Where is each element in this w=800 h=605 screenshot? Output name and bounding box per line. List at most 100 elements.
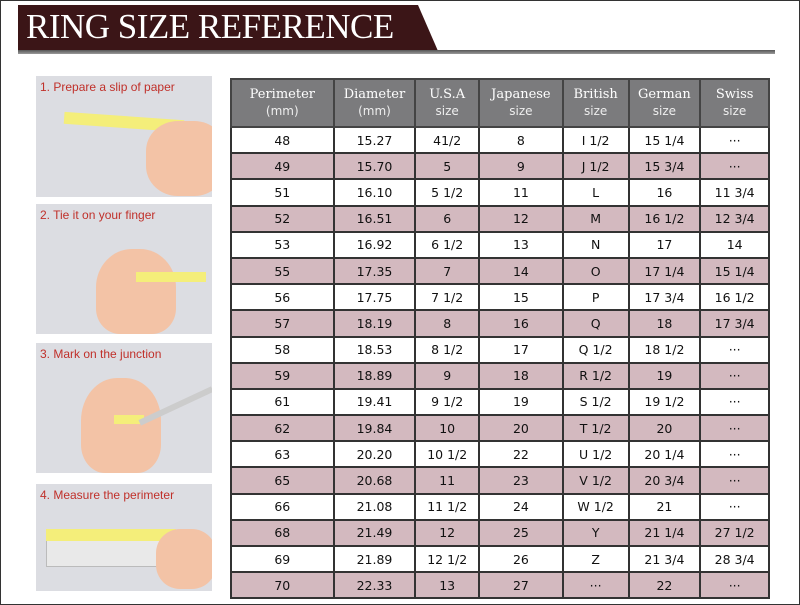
- table-cell: 21: [627, 492, 702, 521]
- column-header: Perimeter (mm): [230, 78, 335, 128]
- header-row: Perimeter (mm) Diameter (mm) U.S.A size Japane…: [230, 78, 770, 128]
- table-row: 69 21.89 12 1/2 26 Z 21 3/4 28 3/4: [230, 544, 770, 574]
- column-header: Japanese size: [478, 78, 564, 128]
- table-cell: 5: [414, 152, 481, 181]
- table-cell: 9: [478, 152, 564, 181]
- table-cell: 18.89: [332, 361, 417, 390]
- table-cell: 16.10: [332, 178, 417, 207]
- table-cell: ···: [699, 414, 770, 443]
- table-cell: 5 1/2: [414, 178, 481, 207]
- table-cell: 18: [478, 361, 564, 390]
- table-cell: U 1/2: [561, 440, 630, 469]
- header-unit: size: [723, 104, 747, 118]
- table-cell: 11: [414, 466, 481, 495]
- table-cell: 22: [627, 571, 702, 600]
- table-cell: ···: [699, 152, 770, 181]
- paper-strip: [114, 415, 144, 424]
- header-unit: size: [509, 104, 533, 118]
- table-cell: 18.53: [332, 335, 417, 364]
- table-cell: 17: [627, 230, 702, 259]
- table-cell: 41/2: [414, 125, 481, 155]
- table-cell: 63: [230, 440, 335, 469]
- table-cell: 68: [230, 518, 335, 548]
- header-title: Perimeter: [249, 87, 315, 102]
- table-cell: T 1/2: [561, 414, 630, 443]
- table-cell: ···: [699, 440, 770, 469]
- hand-image: [146, 121, 212, 196]
- table-row: 51 16.10 5 1/2 11 L 16 11 3/4: [230, 178, 770, 207]
- table-cell: 17 3/4: [627, 283, 702, 312]
- table-cell: 21.49: [332, 518, 417, 548]
- table-cell: 18.19: [332, 309, 417, 338]
- table-row: 66 21.08 11 1/2 24 W 1/2 21 ···: [230, 492, 770, 521]
- table-cell: 11 1/2: [414, 492, 481, 521]
- table-cell: 26: [478, 544, 564, 574]
- table-cell: 18: [627, 309, 702, 338]
- header-title: Diameter: [343, 87, 406, 102]
- table-cell: 57: [230, 309, 335, 338]
- table-cell: 12 3/4: [699, 204, 770, 233]
- table-cell: 18 1/2: [627, 335, 702, 364]
- table-row: 52 16.51 6 12 M 16 1/2 12 3/4: [230, 204, 770, 233]
- column-header: Swiss size: [699, 78, 770, 128]
- table-cell: 25: [478, 518, 564, 548]
- table-cell: 16 1/2: [699, 283, 770, 312]
- table-cell: 15.27: [332, 125, 417, 155]
- table-cell: 56: [230, 283, 335, 312]
- table-row: 49 15.70 5 9 J 1/2 15 3/4 ···: [230, 152, 770, 181]
- header-title: British: [573, 87, 618, 102]
- table-row: 68 21.49 12 25 Y 21 1/4 27 1/2: [230, 518, 770, 548]
- step-3-panel: 3. Mark on the junction: [36, 343, 212, 473]
- header-unit: (mm): [265, 104, 299, 118]
- header-title: Japanese: [491, 87, 551, 102]
- table-cell: 17 1/4: [627, 256, 702, 286]
- table-cell: 27 1/2: [699, 518, 770, 548]
- table-cell: 10 1/2: [414, 440, 481, 469]
- table-cell: 19: [478, 387, 564, 417]
- table-row: 65 20.68 11 23 V 1/2 20 3/4 ···: [230, 466, 770, 495]
- table-cell: 20: [627, 414, 702, 443]
- table-cell: 16: [627, 178, 702, 207]
- table-cell: 19: [627, 361, 702, 390]
- header-unit: (mm): [358, 104, 391, 118]
- table-cell: 7: [414, 256, 481, 286]
- table-cell: 61: [230, 387, 335, 417]
- table-cell: 9: [414, 361, 481, 390]
- table-cell: 69: [230, 544, 335, 574]
- header-title: Swiss: [715, 87, 754, 102]
- table-cell: 70: [230, 571, 335, 600]
- table-cell: 19 1/2: [627, 387, 702, 417]
- step-4-panel: 4. Measure the perimeter: [36, 484, 212, 591]
- table-cell: 53: [230, 230, 335, 259]
- hand-image: [156, 529, 212, 589]
- table-cell: I 1/2: [561, 125, 630, 155]
- table-cell: 21 1/4: [627, 518, 702, 548]
- table-row: 57 18.19 8 16 Q 18 17 3/4: [230, 309, 770, 338]
- table-cell: 9 1/2: [414, 387, 481, 417]
- table-cell: 20: [478, 414, 564, 443]
- table-cell: P: [561, 283, 630, 312]
- table-cell: 19.41: [332, 387, 417, 417]
- table-cell: 62: [230, 414, 335, 443]
- table-cell: 8: [414, 309, 481, 338]
- table-row: 62 19.84 10 20 T 1/2 20 ···: [230, 414, 770, 443]
- table-cell: 20 1/4: [627, 440, 702, 469]
- table-cell: 15.70: [332, 152, 417, 181]
- table-cell: 15 1/4: [627, 125, 702, 155]
- step-label: 3. Mark on the junction: [40, 347, 162, 361]
- table-cell: 6: [414, 204, 481, 233]
- table-cell: W 1/2: [561, 492, 630, 521]
- table-cell: 58: [230, 335, 335, 364]
- table-cell: 22.33: [332, 571, 417, 600]
- table-cell: L: [561, 178, 630, 207]
- table-cell: 27: [478, 571, 564, 600]
- table-cell: 55: [230, 256, 335, 286]
- column-header: German size: [627, 78, 702, 128]
- table-cell: ···: [699, 466, 770, 495]
- table-cell: 14: [478, 256, 564, 286]
- table-row: 58 18.53 8 1/2 17 Q 1/2 18 1/2 ···: [230, 335, 770, 364]
- page-title: RING SIZE REFERENCE: [26, 7, 394, 46]
- step-1-panel: 1. Prepare a slip of paper: [36, 76, 212, 197]
- table-row: 59 18.89 9 18 R 1/2 19 ···: [230, 361, 770, 390]
- column-header: British size: [561, 78, 630, 128]
